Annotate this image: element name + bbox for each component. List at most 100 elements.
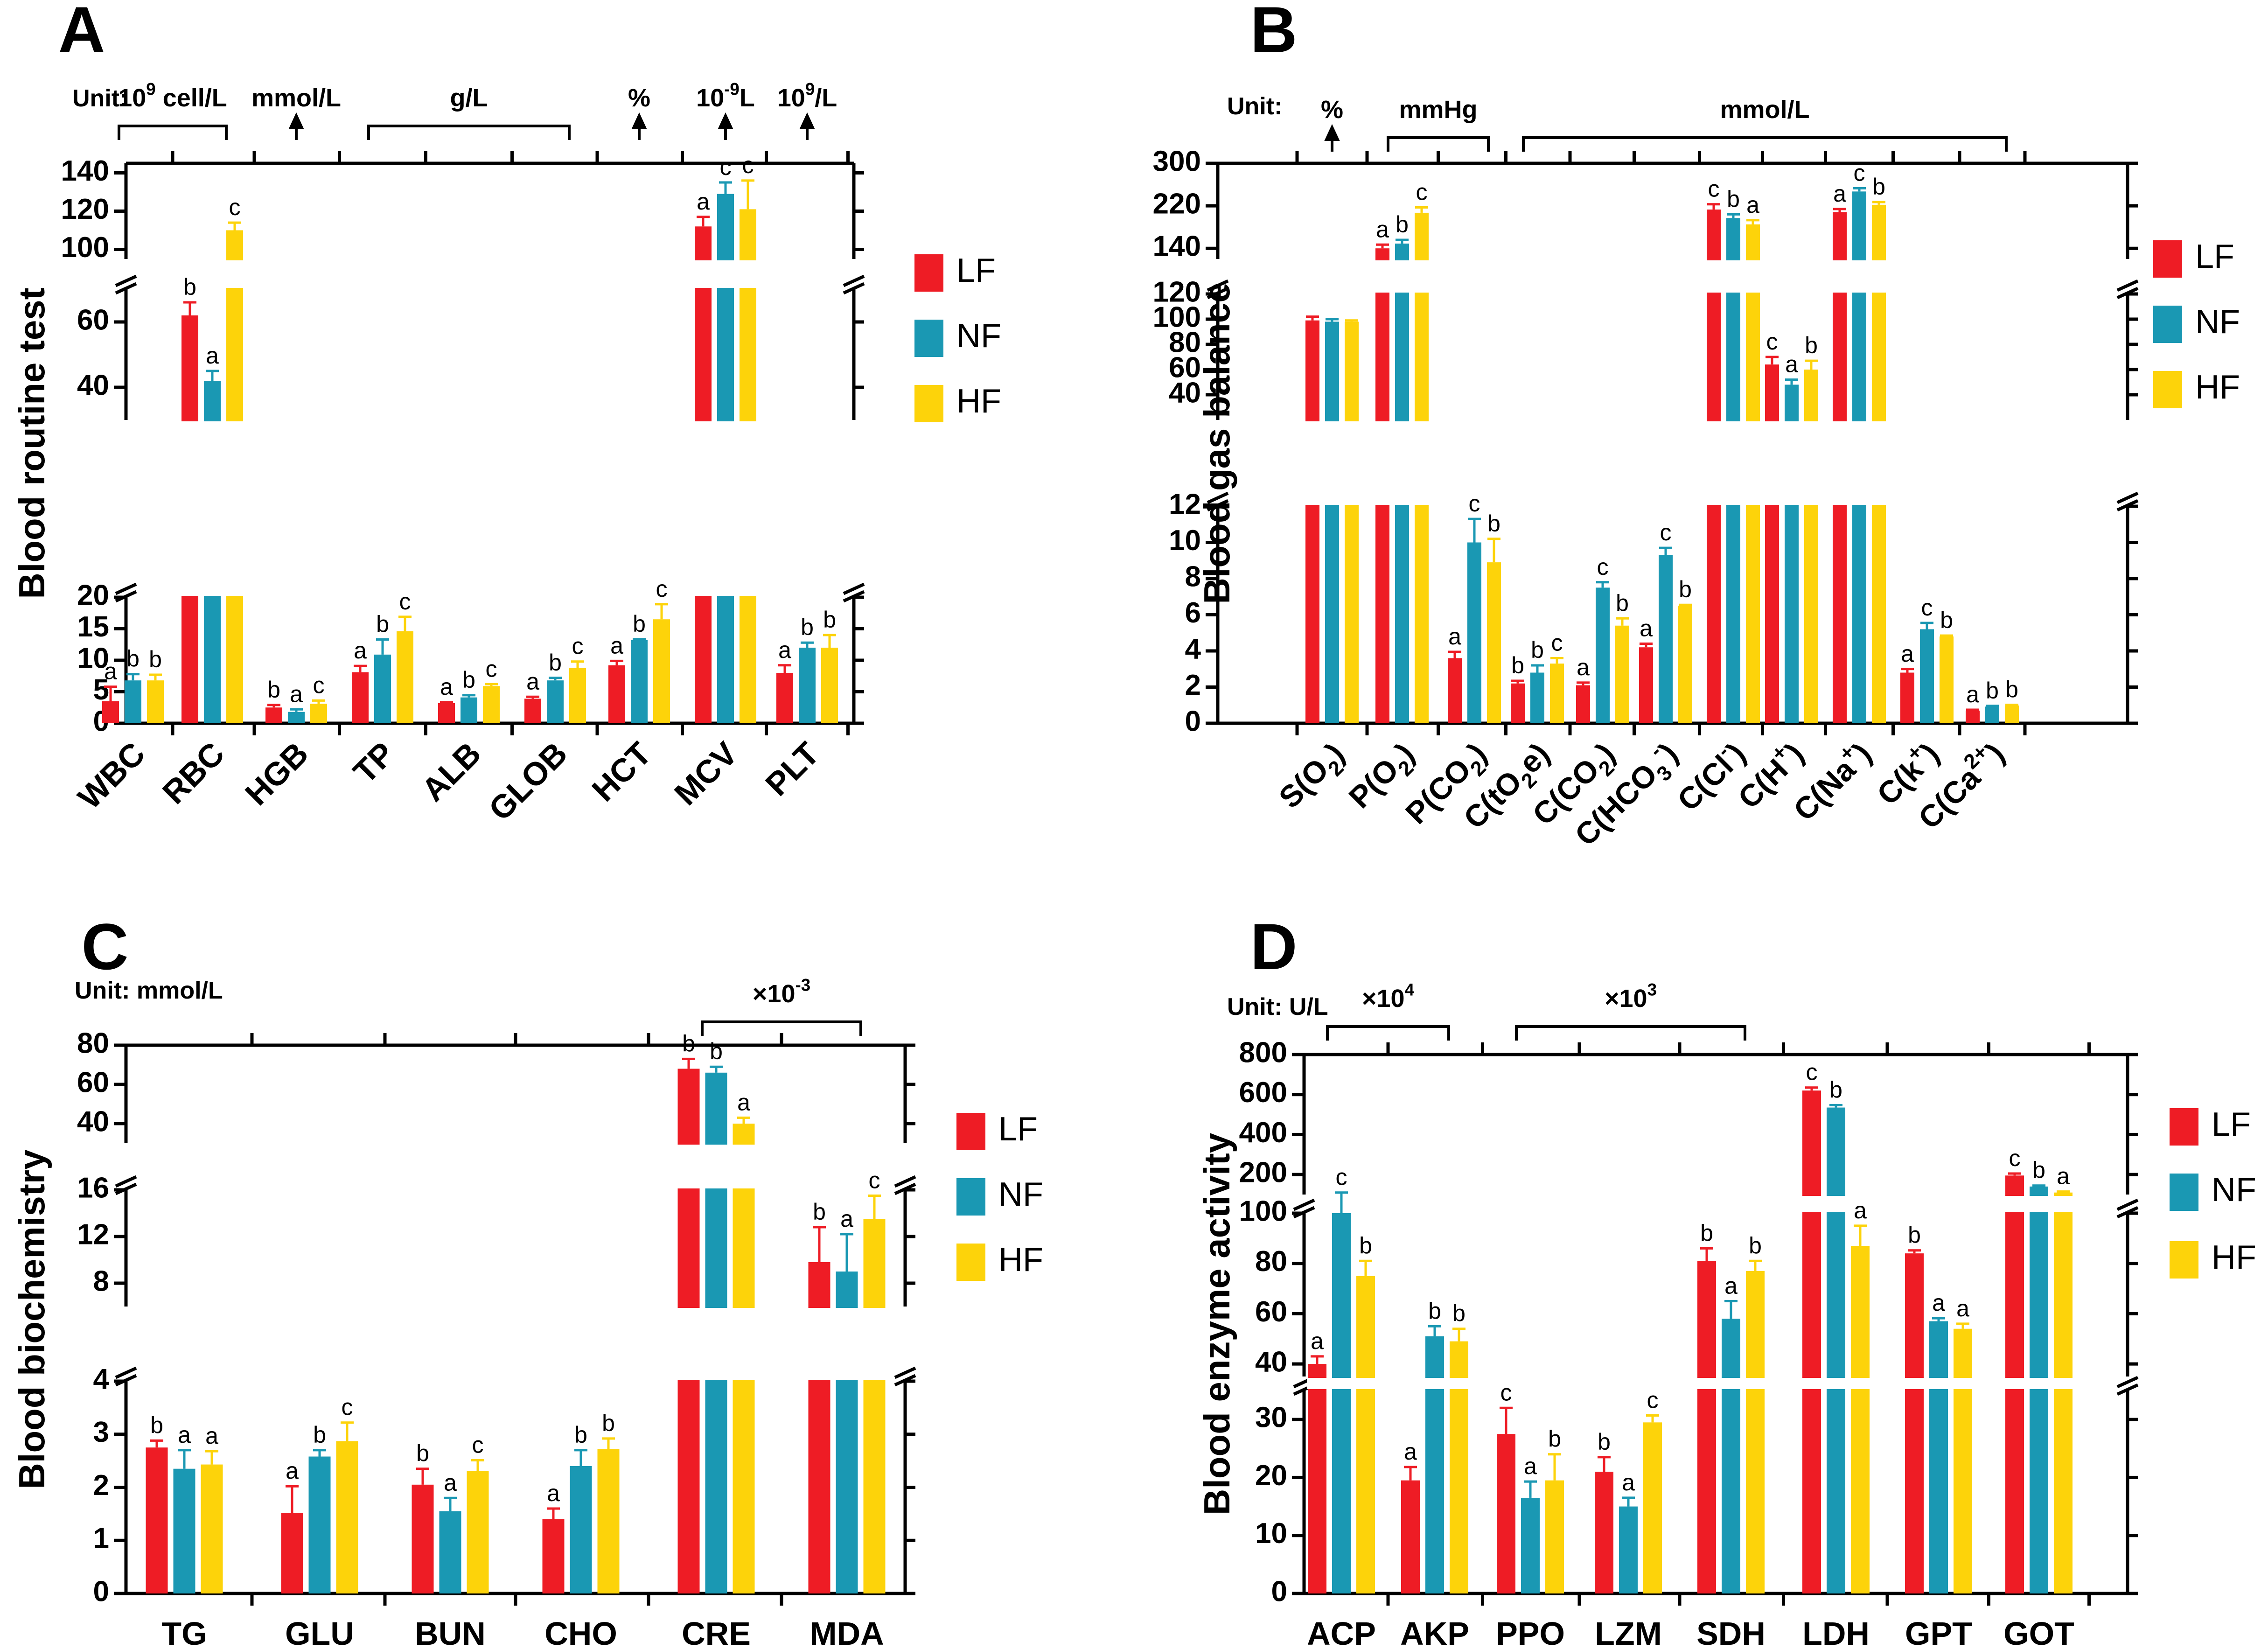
bar-hf: a bbox=[1953, 1295, 1973, 1593]
legend-swatch bbox=[2153, 371, 2182, 408]
y-tick-label: 10 bbox=[77, 642, 109, 674]
unit-bracket bbox=[1522, 136, 2008, 152]
bar-nf: a bbox=[1619, 1469, 1638, 1593]
bar-nf: b bbox=[461, 667, 477, 723]
bar-lf: a bbox=[524, 668, 541, 723]
y-tick-label: 3 bbox=[93, 1416, 109, 1448]
bar-hf: a bbox=[1850, 1197, 1870, 1593]
y-tick-label: 6 bbox=[1185, 597, 1201, 629]
significance-letter: a bbox=[778, 637, 791, 663]
bar-break-gap bbox=[1696, 1378, 1717, 1389]
bar-nf: c bbox=[716, 154, 735, 724]
bar-fill bbox=[1576, 685, 1590, 723]
unit-group bbox=[1326, 1025, 1450, 1041]
bar-fill bbox=[547, 680, 564, 723]
legend-swatch bbox=[2153, 306, 2182, 343]
significance-letter: c bbox=[486, 656, 497, 682]
bar-lf: b bbox=[1511, 652, 1525, 723]
bar-hf: b bbox=[1355, 1232, 1376, 1593]
bar-hf: b bbox=[1449, 1300, 1469, 1593]
bar-break-gap bbox=[732, 1308, 756, 1380]
bar-fill bbox=[1929, 1321, 1948, 1593]
bar-fill bbox=[336, 1441, 358, 1593]
bar-fill bbox=[569, 668, 586, 723]
y-tick-label: 10 bbox=[1255, 1517, 1287, 1550]
axis-break-mark bbox=[1207, 491, 1229, 504]
unit-group-label: ×10-3 bbox=[753, 976, 810, 1008]
bar-fill bbox=[374, 654, 391, 723]
bar-break-gap bbox=[1706, 260, 1722, 293]
axis-break-mark bbox=[2116, 1383, 2139, 1396]
y-tick-label: 8 bbox=[1185, 560, 1201, 593]
axis-break-mark bbox=[894, 1374, 916, 1387]
unit-label: Unit: U/L bbox=[1227, 993, 1328, 1020]
bar-lf: a bbox=[1307, 1328, 1327, 1593]
significance-letter: a bbox=[1724, 1272, 1738, 1299]
x-tick-label: C(Na+) bbox=[1783, 733, 1878, 827]
significance-letter: b bbox=[549, 650, 562, 676]
bar-fill bbox=[146, 1447, 168, 1593]
bar-hf: a bbox=[1745, 192, 1761, 724]
significance-letter: b bbox=[1829, 1076, 1842, 1103]
bar-break-gap bbox=[1344, 421, 1360, 505]
bar-break-gap bbox=[1871, 260, 1887, 293]
unit-bracket bbox=[1326, 1025, 1450, 1041]
bar-break-gap bbox=[1449, 1378, 1469, 1389]
unit-bracket bbox=[701, 1020, 862, 1036]
y-tick-label: 300 bbox=[1153, 145, 1201, 177]
axis-break-mark bbox=[843, 282, 865, 295]
significance-letter: a bbox=[1448, 623, 1461, 650]
significance-letter: c bbox=[229, 194, 241, 220]
significance-letter: a bbox=[526, 668, 539, 694]
significance-letter: b bbox=[313, 1422, 326, 1448]
bar-hf: c bbox=[1643, 1387, 1662, 1593]
unit-group-label: 109/L bbox=[777, 80, 837, 112]
unit-group-label: % bbox=[628, 84, 650, 112]
significance-letter: c bbox=[1708, 176, 1720, 202]
y-tick-label: 200 bbox=[1239, 1157, 1287, 1189]
legend-swatch bbox=[2170, 1241, 2198, 1279]
x-tick-label: PPO bbox=[1496, 1615, 1565, 1649]
significance-letter: b bbox=[682, 1030, 695, 1056]
bar-fill bbox=[1325, 321, 1339, 723]
significance-letter: b bbox=[149, 646, 162, 672]
bar-hf: b bbox=[1940, 607, 1954, 723]
bar-hf: b bbox=[597, 1410, 620, 1593]
bar-nf: a bbox=[1721, 1272, 1741, 1593]
bar-nf: b bbox=[1985, 678, 1999, 723]
significance-letter: c bbox=[572, 633, 584, 659]
bar-lf: b bbox=[807, 1199, 831, 1593]
significance-letter: b bbox=[1487, 510, 1500, 537]
bar-fill bbox=[147, 680, 164, 723]
bar-break-gap bbox=[1745, 1378, 1766, 1389]
y-tick-label: 5 bbox=[93, 674, 109, 706]
bar-fill bbox=[1305, 320, 1319, 723]
bar-hf: c bbox=[336, 1394, 358, 1593]
bar-break-gap bbox=[739, 260, 757, 288]
significance-letter: b bbox=[1986, 678, 1999, 704]
bar-break-gap bbox=[2004, 1378, 2025, 1389]
bar-fill bbox=[821, 648, 838, 723]
bar-lf: c bbox=[1764, 328, 1780, 723]
legend-swatch bbox=[956, 1178, 985, 1216]
x-tick-label: AKP bbox=[1400, 1615, 1469, 1649]
bar-fill bbox=[1827, 1107, 1845, 1593]
significance-letter: b bbox=[1908, 1222, 1921, 1248]
significance-letter: b bbox=[2005, 676, 2018, 702]
bar-fill bbox=[201, 1464, 223, 1593]
bar-nf: b bbox=[308, 1422, 331, 1593]
significance-letter: a bbox=[1622, 1469, 1635, 1495]
bar-fill bbox=[310, 704, 327, 723]
bar-lf: a bbox=[438, 674, 455, 723]
unit-bracket bbox=[1515, 1025, 1746, 1041]
x-tick-label: RBC bbox=[155, 735, 231, 811]
axis-break-mark bbox=[894, 1182, 916, 1195]
axis-break-mark bbox=[1207, 499, 1229, 512]
unit-arrow-head bbox=[631, 112, 647, 129]
significance-letter: c bbox=[1336, 1164, 1347, 1190]
unit-group-label: mmol/L bbox=[251, 84, 341, 112]
significance-letter: c bbox=[1469, 490, 1480, 517]
significance-letter: b bbox=[574, 1422, 587, 1448]
